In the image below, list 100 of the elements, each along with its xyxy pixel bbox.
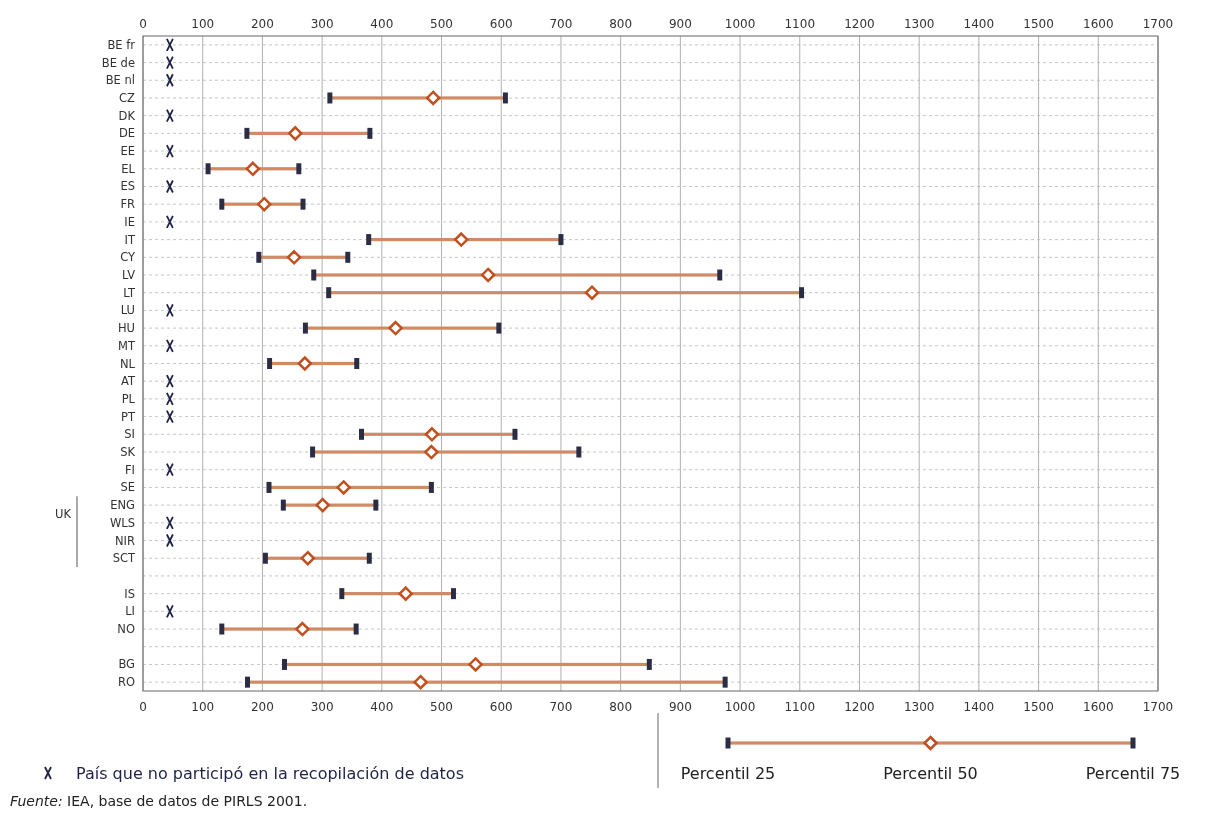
y-tick-label: BE nl	[105, 73, 135, 88]
point	[480, 267, 496, 283]
point	[413, 674, 428, 690]
point	[424, 444, 439, 460]
point	[256, 196, 272, 212]
x2-tick-label: 900	[668, 700, 692, 714]
x-tick-label: 900	[668, 17, 692, 31]
y-tick-label: SE	[120, 480, 135, 495]
y-tick-label: SCT	[112, 551, 136, 566]
y-tick-label: NIR	[115, 533, 135, 548]
x2-tick-label: 400	[370, 700, 394, 714]
y-tick-label: RO	[117, 675, 135, 690]
y-tick-label: MT	[118, 338, 136, 353]
bar	[328, 291, 802, 295]
point	[297, 356, 313, 371]
text: UK	[55, 506, 72, 521]
x-tick-label: 1500	[1023, 17, 1054, 31]
x2-tick-label: 1400	[963, 700, 995, 714]
point	[336, 480, 351, 495]
y-tick-label: IE	[124, 214, 135, 229]
y-tick-label: IS	[124, 586, 135, 601]
x-tick-label: 0	[139, 17, 147, 31]
point	[315, 497, 330, 513]
y-tick-label: BG	[118, 657, 135, 672]
x-tick-label: 700	[549, 17, 573, 31]
point	[300, 550, 316, 566]
x-tick-label: 1300	[903, 17, 935, 31]
x-tick-label: 1400	[963, 17, 995, 31]
y-tick-label: LT	[123, 285, 136, 300]
point	[584, 285, 600, 300]
y-tick-label: DK	[118, 108, 136, 123]
point	[398, 586, 413, 601]
y-tick-label: ES	[120, 179, 135, 194]
x2-tick-label: 1700	[1142, 700, 1174, 714]
y-tick-label: FR	[120, 197, 136, 212]
x2-tick-label: 500	[430, 700, 453, 714]
x-tick-label: 1700	[1142, 17, 1174, 31]
bar	[312, 450, 579, 454]
bar	[247, 680, 726, 684]
point	[424, 427, 440, 442]
y-tick-label: WLS	[109, 515, 135, 530]
y-tick-label: LI	[125, 604, 135, 619]
y-tick-label: PL	[121, 391, 136, 406]
y-tick-label: IT	[124, 232, 136, 247]
x2-tick-label: 1200	[844, 700, 875, 714]
x-tick-label: 1100	[784, 17, 816, 31]
x-tick-label: 100	[191, 17, 215, 31]
x-tick-label: 1200	[844, 17, 875, 31]
y-tick-label: HU	[117, 321, 135, 336]
y-tick-label: AT	[121, 374, 136, 389]
y-tick-label: CZ	[119, 90, 136, 105]
point	[453, 232, 469, 247]
y-tick-label: SK	[120, 445, 136, 460]
y-tick-label: EE	[120, 144, 135, 159]
x2-tick-label: 200	[250, 700, 274, 714]
y-tick-label: FI	[124, 462, 135, 477]
x-tick-label: 400	[370, 17, 394, 31]
point	[388, 320, 403, 336]
y-tick-label: BE de	[101, 55, 135, 70]
y-tick-label: EL	[121, 161, 136, 176]
text: País que no participó en la recopilación de datos	[76, 764, 464, 783]
x2-tick-label: 1000	[724, 700, 756, 714]
y-tick-label: DE	[118, 126, 135, 141]
x2-tick-label: 100	[191, 700, 215, 714]
y-tick-label: ENG	[110, 498, 135, 513]
x2-tick-label: 0	[139, 700, 147, 714]
point	[425, 90, 441, 106]
y-tick-label: CY	[120, 250, 136, 265]
x2-tick-label: 300	[310, 700, 334, 714]
y-tick-label: LU	[120, 303, 135, 318]
y-tick-label: NL	[119, 356, 136, 371]
x2-tick-label: 1300	[903, 700, 935, 714]
x2-tick-label: 1500	[1023, 700, 1054, 714]
x-tick-label: 500	[430, 17, 453, 31]
x-tick-label: 800	[609, 17, 633, 31]
x2-tick-label: 700	[549, 700, 573, 714]
x-tick-label: 600	[489, 17, 513, 31]
source-note: Fuente: IEA, base de datos de PIRLS 2001.	[10, 793, 308, 809]
legend-label: Percentil 50	[883, 764, 978, 783]
x2-tick-label: 600	[489, 700, 513, 714]
x2-tick-label: 800	[609, 700, 633, 714]
y-tick-label: SI	[124, 427, 135, 442]
x-tick-label: 1000	[724, 17, 756, 31]
legend-label: Percentil 75	[1085, 764, 1181, 783]
x-tick-label: 200	[250, 17, 274, 31]
x-tick-label: 1600	[1083, 17, 1114, 31]
x2-tick-label: 1600	[1083, 700, 1114, 714]
bar	[329, 96, 506, 100]
bar	[313, 273, 720, 277]
legend-label: Percentil 25	[680, 764, 776, 783]
y-tick-label: BE fr	[107, 37, 136, 52]
y-tick-label: PT	[121, 409, 136, 424]
point	[245, 161, 261, 177]
x2-tick-label: 1100	[784, 700, 816, 714]
point	[468, 657, 483, 672]
x-tick-label: 300	[310, 17, 334, 31]
y-tick-label: LV	[121, 267, 136, 282]
point	[286, 250, 302, 265]
point	[288, 126, 303, 141]
y-tick-label: NO	[117, 622, 135, 637]
